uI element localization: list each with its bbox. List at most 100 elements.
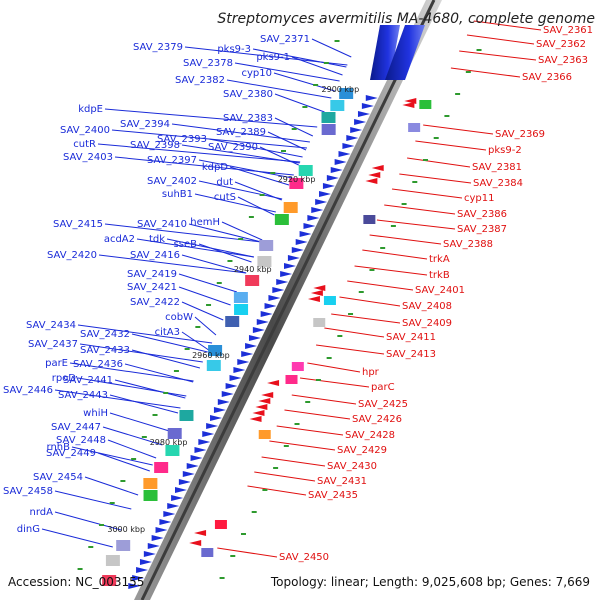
gene-label-left: SAV_2436 <box>73 359 123 370</box>
forward-gene-arrow <box>178 479 191 485</box>
forward-gene-arrow <box>334 159 347 165</box>
label-connector <box>107 439 157 459</box>
forward-gene-arrow <box>202 431 215 437</box>
gene-label-left: SAV_2421 <box>127 282 177 293</box>
label-connector <box>267 131 307 151</box>
label-connector <box>54 389 181 409</box>
label-connector <box>181 331 209 351</box>
gene-label-right: SAV_2413 <box>386 349 436 360</box>
gene-label-left: cutS <box>214 192 236 203</box>
label-connector <box>41 528 113 548</box>
gene-label-right: parC <box>371 382 395 393</box>
label-connector <box>226 79 332 99</box>
forward-gene-arrow <box>206 423 219 429</box>
spacer-mark <box>262 489 268 491</box>
label-connector <box>274 93 325 113</box>
gene-square-forward <box>245 275 260 286</box>
gene-label-right: SAV_2366 <box>522 72 572 83</box>
spacer-mark <box>334 40 340 42</box>
gene-label-left: cutR <box>73 139 96 150</box>
label-connector <box>109 394 179 414</box>
gene-square-forward <box>274 214 289 225</box>
backbone-core <box>140 0 436 600</box>
label-connector <box>384 204 456 215</box>
label-connector <box>181 301 224 321</box>
spacer-mark <box>369 269 375 271</box>
gene-label-right: SAV_2429 <box>337 445 387 456</box>
gene-square-reverse <box>408 123 421 132</box>
label-connector <box>276 425 344 436</box>
spacer-mark <box>216 282 222 284</box>
label-connector <box>234 62 340 82</box>
spacer-mark <box>433 137 439 139</box>
gene-label-left: SAV_2400 <box>60 125 110 136</box>
gene-label-left: SAV_2458 <box>3 486 53 497</box>
kbp-tick-label: 2940 kbp <box>234 265 272 274</box>
spacer-mark <box>465 71 471 73</box>
reverse-gene-arrow <box>368 172 381 178</box>
reverse-gene-arrow <box>307 296 320 302</box>
label-connector <box>114 156 294 176</box>
spacer-mark <box>305 401 311 403</box>
gene-label-left: SAV_2394 <box>120 119 170 130</box>
forward-gene-arrow <box>237 359 250 365</box>
gene-label-right: SAV_2411 <box>386 332 436 343</box>
forward-gene-arrow <box>221 391 234 397</box>
label-connector <box>97 452 150 472</box>
kbp-tick-label: 2960 kbp <box>192 351 230 360</box>
label-connector <box>188 223 262 243</box>
gene-label-left: tdk <box>149 234 165 245</box>
gene-label-left: SAV_2402 <box>147 176 197 187</box>
label-connector <box>194 316 217 336</box>
gene-square-forward <box>257 256 272 267</box>
label-connector <box>354 265 428 276</box>
gene-label-left: SAV_2382 <box>175 75 225 86</box>
forward-gene-arrow <box>280 271 293 277</box>
gene-label-right: SAV_2430 <box>327 461 377 472</box>
gene-label-left: kdpD <box>202 162 228 173</box>
label-connector <box>369 234 442 245</box>
gene-labels: SAV_2371 SAV_2379 pks9-3 pks9-1 SAV_2378 cyp1… <box>3 25 593 563</box>
gene-label-left: pks9-3 <box>217 44 251 55</box>
label-connector <box>54 490 132 510</box>
label-connector <box>114 379 186 399</box>
gene-block <box>385 25 425 80</box>
spacer-mark <box>206 304 212 306</box>
label-connector <box>131 349 201 369</box>
spacer-mark <box>281 150 286 152</box>
gene-label-right: SAV_2428 <box>345 430 395 441</box>
label-connector <box>274 117 314 137</box>
spacer-mark <box>227 260 233 262</box>
label-connector <box>261 456 326 467</box>
label-connector <box>198 180 283 200</box>
gene-label-left: SAV_2380 <box>223 89 273 100</box>
label-connector <box>291 56 343 76</box>
label-connector <box>84 476 139 496</box>
label-connector <box>77 377 187 397</box>
label-connector <box>181 144 300 164</box>
gene-square-reverse <box>419 100 432 109</box>
gene-label-right: SAV_2431 <box>317 476 367 487</box>
gene-label-right: SAV_2384 <box>473 178 523 189</box>
forward-gene-arrow <box>330 167 343 173</box>
spacer-mark <box>348 313 354 315</box>
forward-gene-arrow <box>190 455 203 461</box>
gene-square-reverse <box>313 318 326 327</box>
gene-label-left: SAV_2410 <box>137 219 187 230</box>
spacer-mark <box>270 172 276 174</box>
gene-square-forward <box>330 100 345 111</box>
gene-label-left: citA3 <box>155 327 180 338</box>
gene-label-left: SAV_2432 <box>80 329 130 340</box>
forward-gene-arrow <box>225 383 238 389</box>
forward-gene-arrow <box>319 191 332 197</box>
gene-label-left: SAV_2433 <box>80 345 130 356</box>
reverse-gene-arrow <box>258 398 271 404</box>
forward-gene-arrow <box>143 551 156 557</box>
label-connector <box>171 123 310 143</box>
gene-square-forward <box>165 445 180 456</box>
spacer-mark <box>77 568 83 570</box>
forward-gene-arrow <box>128 583 141 589</box>
gene-label-left: SAV_2379 <box>133 42 183 53</box>
forward-gene-arrow <box>322 183 335 189</box>
